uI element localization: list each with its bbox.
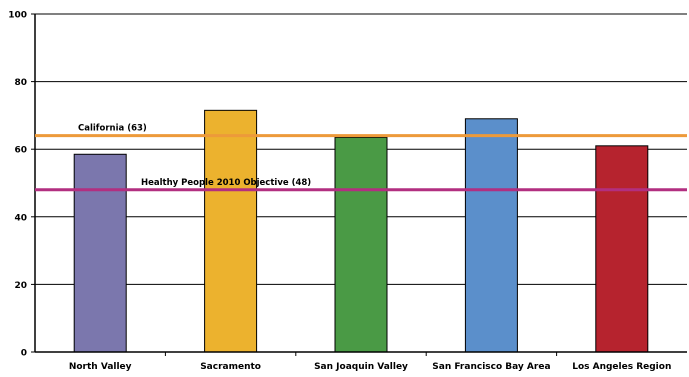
bar-san-joaquin-valley bbox=[334, 136, 388, 353]
x-category-label: North Valley bbox=[69, 362, 132, 372]
bar-san-francisco-bay-area bbox=[464, 118, 518, 353]
reference-line-label: Healthy People 2010 Objective (48) bbox=[141, 178, 311, 188]
y-tick-label: 100 bbox=[8, 11, 27, 21]
y-tick-label: 60 bbox=[14, 146, 27, 156]
y-tick-label: 40 bbox=[14, 213, 27, 223]
y-tick-label: 0 bbox=[21, 349, 27, 359]
bar-los-angeles-region bbox=[595, 145, 649, 353]
bar-sacramento bbox=[204, 109, 258, 353]
x-category-label: Sacramento bbox=[200, 362, 261, 372]
y-tick-label: 20 bbox=[14, 281, 27, 291]
x-category-label: Los Angeles Region bbox=[572, 362, 671, 372]
x-category-label: San Joaquin Valley bbox=[314, 362, 408, 372]
x-category-label: San Francisco Bay Area bbox=[432, 362, 550, 372]
bar-north-valley bbox=[73, 153, 127, 353]
y-tick-label: 80 bbox=[14, 78, 27, 88]
reference-line-label: California (63) bbox=[78, 124, 147, 134]
